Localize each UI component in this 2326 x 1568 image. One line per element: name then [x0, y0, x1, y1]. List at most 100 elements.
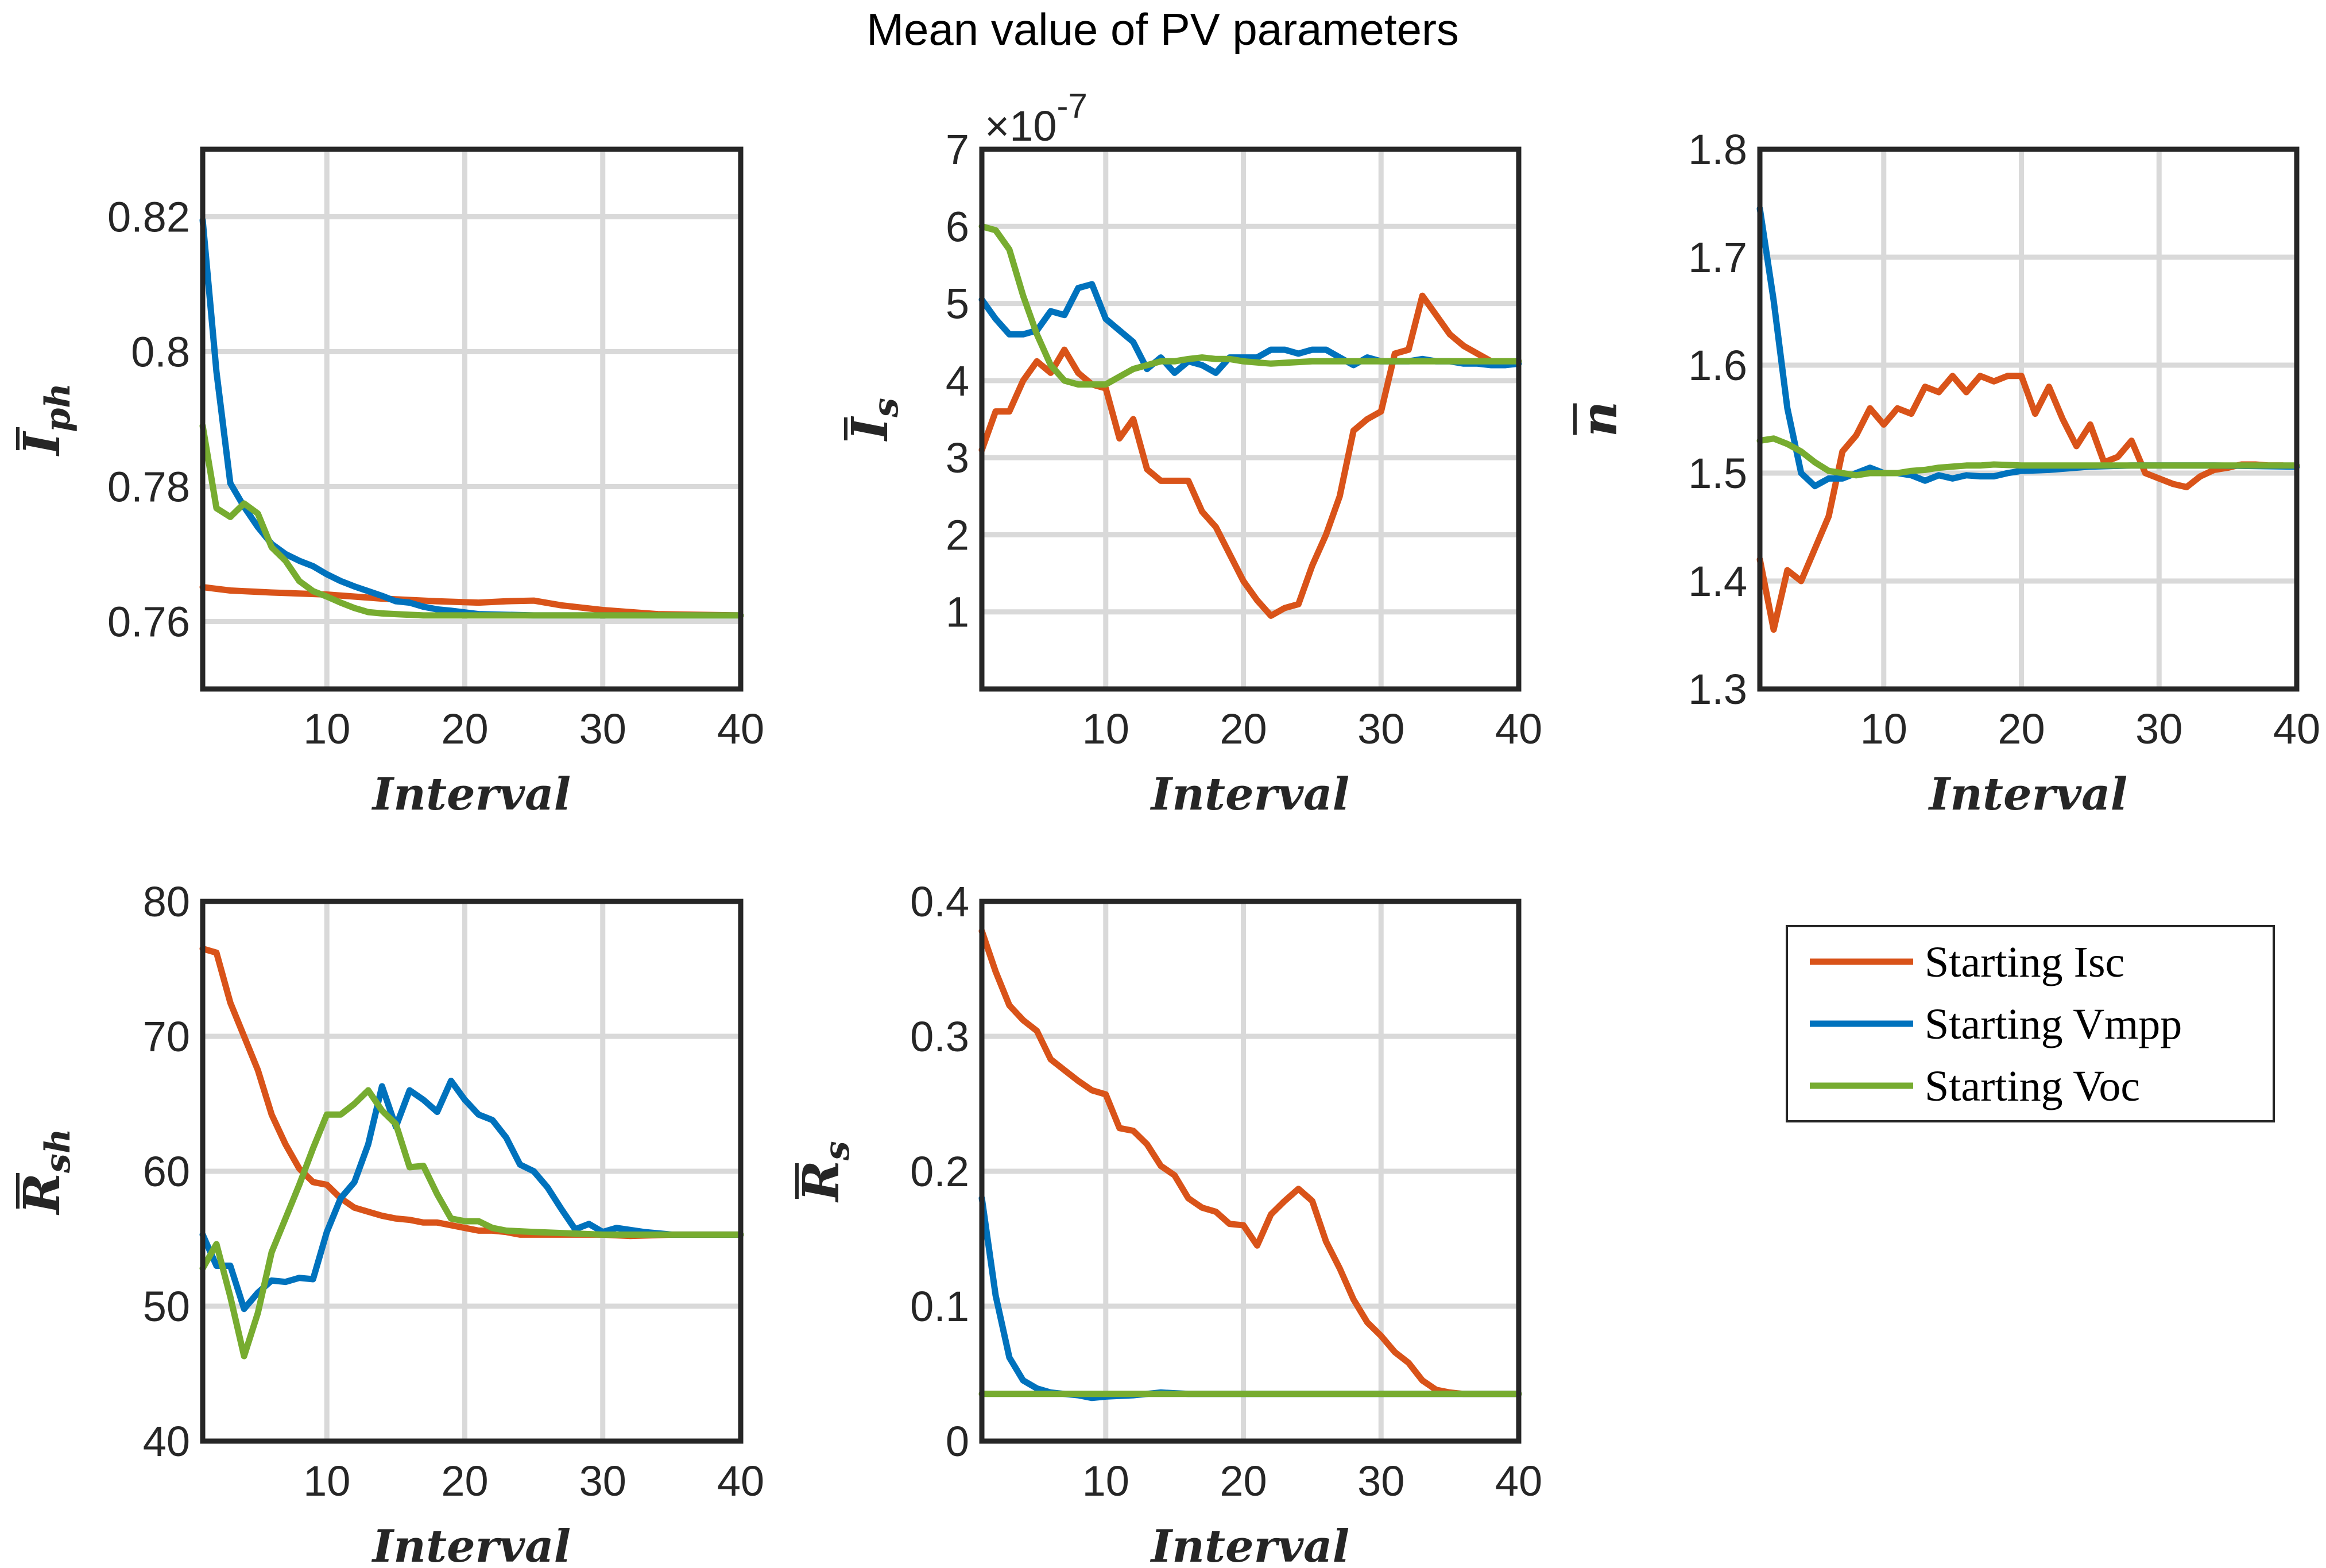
- x-tick-label: 10: [1082, 1457, 1129, 1505]
- y-axis-label-sub: sh: [38, 1129, 78, 1174]
- y-tick-label: 1.4: [1688, 557, 1747, 605]
- x-tick-label: 20: [1220, 1457, 1267, 1505]
- axes-frame: [200, 146, 744, 692]
- y-tick-label: 1.3: [1688, 665, 1747, 713]
- y-axis-label-text: Iph: [13, 383, 78, 457]
- y-tick-label: 1.6: [1688, 342, 1747, 389]
- x-tick-label: 20: [441, 705, 488, 753]
- y-axis-label-sub: s: [866, 398, 906, 418]
- y-tick-label: 40: [143, 1418, 190, 1465]
- panel-Is: 10 20 30 40 1 2 3 4 5 6 7 Interval Is ×10-7: [841, 87, 1542, 820]
- y-tick-label: 60: [143, 1148, 190, 1195]
- grid: [203, 901, 741, 1441]
- y-tick-label: 7: [946, 126, 969, 173]
- x-axis-label: Interval: [1150, 1520, 1349, 1568]
- axes-frame: [1757, 146, 2300, 692]
- y-axis-label-main: R: [792, 1160, 850, 1203]
- x-tick-label: 40: [2273, 705, 2320, 753]
- y-axis-label-main: n: [1570, 401, 1628, 438]
- y-axis-label-main: I: [841, 416, 899, 442]
- panel-n: 10 20 30 40 1.3 1.4 1.5 1.6 1.7 1.8 Interval n: [1570, 126, 2320, 820]
- axes-frame: [979, 899, 1522, 1444]
- axis-multiplier: ×10-7: [985, 87, 1087, 150]
- grid: [203, 149, 741, 689]
- series-line-voc: [1756, 435, 2300, 479]
- y-tick-label: 0.3: [910, 1013, 969, 1060]
- y-axis-label-text: Rsh: [13, 1129, 78, 1216]
- panel-Rs: 10 20 30 40 0 0.1 0.2 0.3 0.4 Interval Rs: [792, 878, 1542, 1568]
- y-tick-label: 0.82: [107, 193, 190, 241]
- x-tick-label: 30: [1357, 1457, 1404, 1505]
- x-axis-label: Interval: [1928, 768, 2127, 820]
- x-tick-label: 20: [1220, 705, 1267, 753]
- y-axis-label-sub: s: [817, 1141, 857, 1161]
- axes-frame: [200, 899, 744, 1444]
- series-line-voc: [978, 223, 1522, 388]
- figure-title: Mean value of PV parameters: [866, 4, 1459, 55]
- x-tick-label: 10: [303, 705, 350, 753]
- y-tick-label: 70: [143, 1013, 190, 1060]
- y-axis-label: Rsh: [13, 1129, 78, 1216]
- y-axis-label: Rs: [792, 1141, 857, 1203]
- y-tick-label: 0.76: [107, 598, 190, 646]
- y-axis-label-main: I: [13, 431, 71, 457]
- y-tick-label: 6: [946, 203, 969, 250]
- series-line-vmpp: [978, 1195, 1522, 1401]
- series-line-voc: [199, 1087, 744, 1360]
- axes-frame: [979, 146, 1522, 692]
- x-tick-label: 30: [2135, 705, 2182, 753]
- series-line-vmpp: [199, 216, 744, 619]
- y-tick-label: 0.8: [131, 328, 190, 376]
- y-axis-label: Iph: [13, 383, 78, 457]
- x-tick-label: 30: [1357, 705, 1404, 753]
- y-tick-label: 4: [946, 357, 969, 405]
- y-tick-label: 1.5: [1688, 450, 1747, 497]
- y-axis-label-main: R: [13, 1173, 71, 1215]
- y-tick-label: 0.4: [910, 878, 969, 926]
- series-line-isc: [978, 928, 1522, 1397]
- series-line-isc: [199, 584, 744, 619]
- y-tick-label: 50: [143, 1283, 190, 1330]
- y-tick-label: 1.7: [1688, 234, 1747, 281]
- series-line-vmpp: [199, 1078, 744, 1313]
- y-axis-label-text: Rs: [792, 1141, 857, 1203]
- y-tick-label: 5: [946, 280, 969, 328]
- x-tick-label: 10: [1082, 705, 1129, 753]
- y-tick-label: 1.8: [1688, 126, 1747, 173]
- y-axis-label-text: n: [1570, 401, 1628, 438]
- x-tick-label: 10: [1860, 705, 1907, 753]
- grid: [982, 149, 1519, 689]
- x-tick-label: 40: [717, 1457, 764, 1505]
- y-tick-label: 0.2: [910, 1148, 969, 1195]
- grid: [982, 901, 1519, 1441]
- legend-label-voc: Starting Voc: [1925, 1062, 2140, 1110]
- x-tick-label: 40: [1495, 1457, 1542, 1505]
- x-tick-label: 20: [441, 1457, 488, 1505]
- panel-Rsh: 10 20 30 40 40 50 60 70 80 Interval Rsh: [13, 878, 764, 1568]
- x-tick-label: 40: [717, 705, 764, 753]
- legend: Starting Isc Starting Vmpp Starting Voc: [1786, 925, 2275, 1122]
- y-tick-label: 80: [143, 878, 190, 926]
- x-tick-label: 30: [579, 705, 626, 753]
- series-line-vmpp: [1756, 205, 2300, 490]
- x-tick-label: 20: [1998, 705, 2045, 753]
- x-tick-label: 10: [303, 1457, 350, 1505]
- axis-multiplier-exponent: -7: [1057, 87, 1087, 125]
- y-tick-label: 3: [946, 434, 969, 482]
- x-axis-label: Interval: [371, 1520, 571, 1568]
- y-tick-label: 2: [946, 511, 969, 559]
- x-tick-label: 40: [1495, 705, 1542, 753]
- y-axis-label-sub: ph: [38, 383, 78, 432]
- series-line-isc: [978, 292, 1522, 619]
- series-line-isc: [199, 945, 744, 1240]
- series-line-isc: [1756, 373, 2300, 633]
- y-tick-label: 0: [946, 1418, 969, 1465]
- x-tick-label: 30: [579, 1457, 626, 1505]
- series-line-voc: [199, 423, 744, 619]
- x-axis-label: Interval: [1150, 768, 1349, 820]
- legend-label-isc: Starting Isc: [1925, 938, 2124, 986]
- axis-multiplier-base: ×10: [985, 102, 1057, 150]
- y-axis-label: Is: [841, 398, 906, 442]
